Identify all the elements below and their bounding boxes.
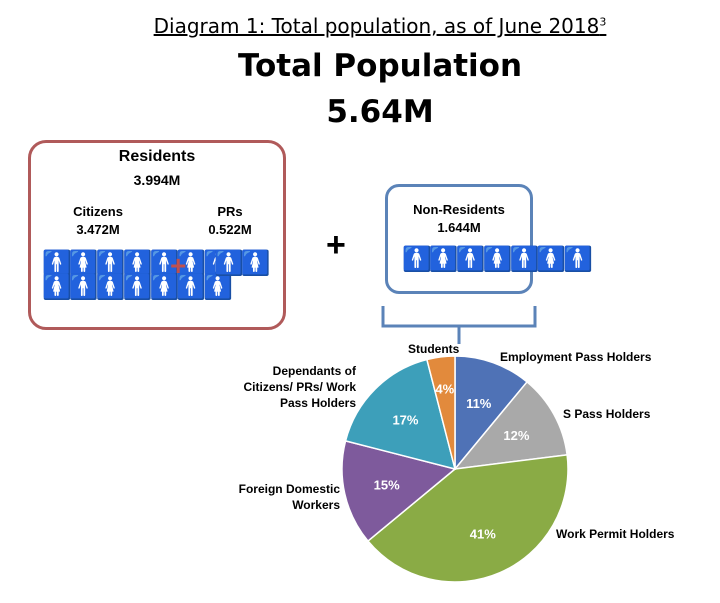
slice-dependants bbox=[344, 358, 457, 471]
bracket-connector bbox=[381, 306, 537, 344]
page-title: Total Population bbox=[237, 48, 523, 84]
diagram-caption: Diagram 1: Total population, as of June … bbox=[0, 14, 720, 38]
total-population-value: 5.64M bbox=[326, 94, 434, 130]
citizens-value: 3.472M bbox=[76, 222, 120, 237]
non-residents-label: Non-Residents bbox=[413, 202, 505, 217]
prs-label: PRs bbox=[217, 204, 243, 219]
non-residents-value: 1.644M bbox=[437, 220, 481, 235]
residents-value: 3.994M bbox=[133, 172, 181, 188]
citizens-people-icon: 🚹🚺🚹🚺🚹🚺🚹 🚺🚹🚺🚹🚺🚹🚺 bbox=[42, 250, 233, 301]
prs-people-icon: 🚹🚺 bbox=[214, 250, 271, 277]
non-residents-people-icon: 🚹🚺🚹🚺🚹🚺🚹 bbox=[402, 246, 593, 273]
slice-employment-pass-percent: 11% bbox=[466, 396, 492, 411]
non-residents-box bbox=[385, 184, 533, 294]
caption-footnote: 3 bbox=[599, 15, 607, 29]
slice-work-permit-percent: 41% bbox=[470, 526, 496, 541]
slice-students-percent: 4% bbox=[435, 381, 454, 396]
label-dependants: Dependants of Citizens/ PRs/ Work Pass H… bbox=[243, 364, 356, 410]
label-employment-pass: Employment Pass Holders bbox=[500, 350, 652, 364]
citizens-label: Citizens bbox=[73, 204, 123, 219]
caption-text: Diagram 1: Total population, as of June … bbox=[153, 14, 600, 38]
slice-s-pass-percent: 12% bbox=[503, 428, 529, 443]
slice-s-pass bbox=[453, 380, 568, 470]
residents-box bbox=[28, 140, 286, 330]
prs-value: 0.522M bbox=[208, 222, 252, 237]
slice-foreign-domestic bbox=[341, 439, 457, 543]
slice-foreign-domestic-percent: 15% bbox=[374, 477, 400, 492]
label-s-pass: S Pass Holders bbox=[563, 407, 651, 421]
label-students: Students bbox=[408, 342, 460, 356]
plus-icon-large: + bbox=[326, 226, 346, 264]
label-work-permit: Work Permit Holders bbox=[556, 527, 675, 541]
slice-students bbox=[425, 355, 456, 470]
slice-work-permit bbox=[366, 453, 569, 583]
slice-employment-pass bbox=[454, 355, 529, 472]
residents-label: Residents bbox=[118, 148, 196, 165]
label-foreign-domestic: Foreign Domestic Workers bbox=[238, 482, 340, 512]
plus-icon: + bbox=[170, 250, 187, 281]
slice-dependants-percent: 17% bbox=[392, 412, 418, 427]
